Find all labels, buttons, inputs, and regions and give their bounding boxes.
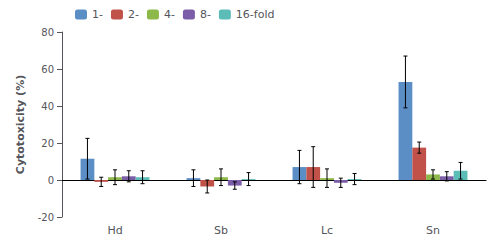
svg-text:16-fold: 16-fold xyxy=(236,8,275,21)
svg-text:Cytotoxicity (%): Cytotoxicity (%) xyxy=(14,75,27,174)
svg-text:Lc: Lc xyxy=(321,224,333,237)
svg-text:Sb: Sb xyxy=(214,224,228,237)
svg-text:40: 40 xyxy=(41,101,54,112)
svg-text:20: 20 xyxy=(41,138,54,149)
svg-text:0: 0 xyxy=(48,175,54,186)
svg-text:8-: 8- xyxy=(200,8,211,21)
svg-text:Sn: Sn xyxy=(426,224,440,237)
svg-text:1-: 1- xyxy=(92,8,103,21)
svg-text:80: 80 xyxy=(41,27,54,38)
svg-text:60: 60 xyxy=(41,64,54,75)
svg-text:2-: 2- xyxy=(128,8,139,21)
svg-text:-20: -20 xyxy=(38,212,54,223)
svg-text:4-: 4- xyxy=(164,8,175,21)
svg-text:Hd: Hd xyxy=(107,224,122,237)
